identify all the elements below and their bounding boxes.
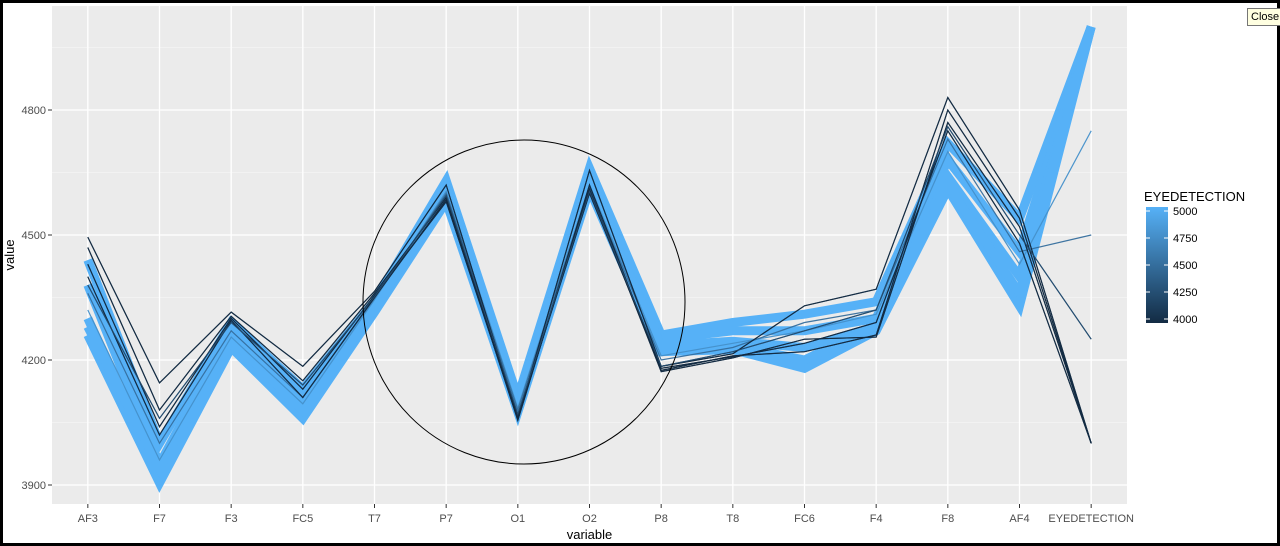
legend-ticks: 5000 4750 4500 4250 4000 (1146, 206, 1197, 326)
x-tick-label: P8 (654, 513, 667, 525)
x-tick-label: FC6 (794, 513, 815, 525)
legend-tick-label: 5000 (1173, 206, 1197, 218)
x-tick-label: FC5 (292, 513, 313, 525)
x-tick-label: P7 (439, 513, 452, 525)
x-tick-label: T8 (726, 513, 739, 525)
series-line-overlay (87, 96, 1092, 444)
legend-colorbar (1146, 207, 1168, 323)
x-tick-label: O2 (582, 513, 597, 525)
y-tick-label: 4500 (22, 230, 46, 242)
y-tick-label: 4200 (22, 355, 46, 367)
y-axis-ticks: 3900 4200 4500 4800 (22, 105, 52, 492)
x-tick-label: F8 (941, 513, 954, 525)
x-tick-label: F7 (153, 513, 166, 525)
x-axis-ticks: AF3 F7 F3 FC5 T7 P7 O1 O2 P8 T8 FC6 F4 F8 AF4 EYEDETEC… (78, 504, 1134, 525)
series-line-overlay (87, 129, 1092, 444)
x-tick-label: O1 (510, 513, 525, 525)
y-tick-label: 3900 (22, 480, 46, 492)
x-tick-label: AF3 (78, 513, 98, 525)
legend: EYEDETECTION 5000 4750 4500 4250 4000 (1144, 189, 1245, 326)
series-lines (83, 25, 1096, 493)
legend-tick-label: 4500 (1173, 260, 1197, 272)
x-tick-label: AF4 (1009, 513, 1029, 525)
legend-title: EYEDETECTION (1144, 189, 1245, 204)
legend-tick-label: 4750 (1173, 233, 1197, 245)
x-axis-title: variable (567, 527, 613, 542)
legend-tick-label: 4250 (1173, 287, 1197, 299)
highlight-circle-annotation (362, 139, 686, 465)
x-tick-label: F4 (870, 513, 883, 525)
y-axis-title: value (2, 239, 17, 270)
y-tick-label: 4800 (22, 105, 46, 117)
series-line-overlay (87, 108, 1092, 444)
series-line-overlay (87, 125, 1092, 420)
close-tooltip[interactable]: Close (1247, 8, 1280, 26)
legend-tick-label: 4000 (1173, 314, 1197, 326)
x-tick-label: T7 (368, 513, 381, 525)
x-tick-label: EYEDETECTION (1048, 513, 1134, 525)
x-tick-label: F3 (225, 513, 238, 525)
